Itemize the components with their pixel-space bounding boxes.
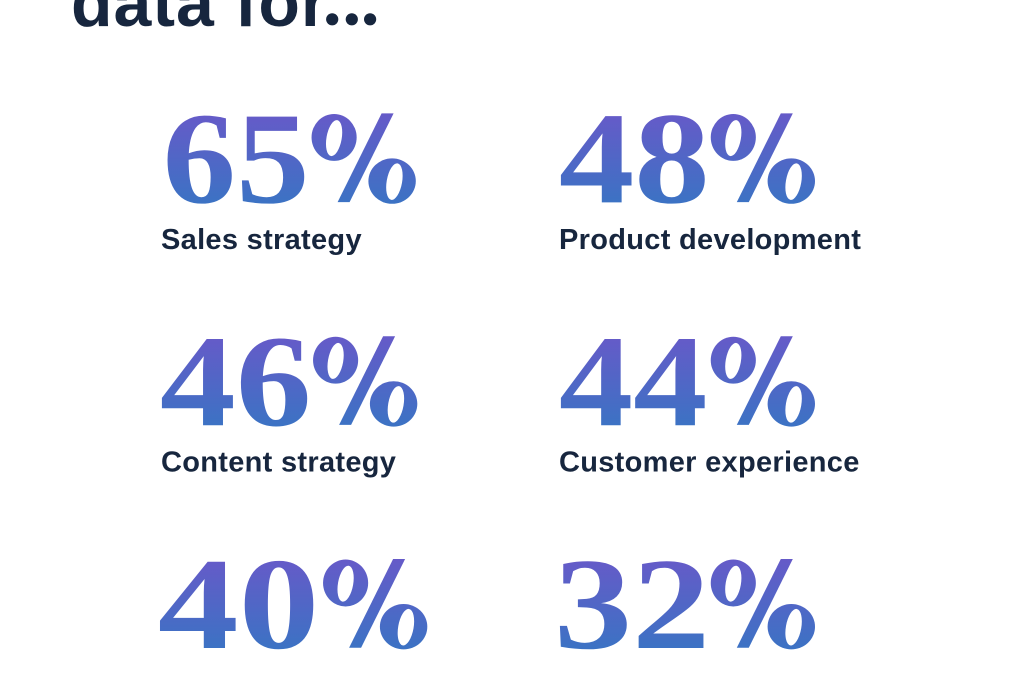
svg-text:40: 40 (158, 531, 320, 675)
svg-text:Product development: Product development (559, 224, 861, 256)
svg-text:Sales strategy: Sales strategy (161, 224, 362, 256)
svg-text:data for: data for (71, 0, 328, 41)
svg-text:46: 46 (160, 309, 312, 454)
svg-text:32: 32 (554, 533, 710, 675)
svg-text:48: 48 (559, 86, 710, 232)
svg-text:Content strategy: Content strategy (161, 447, 396, 479)
svg-text:Customer experience: Customer experience (559, 447, 860, 479)
svg-text:44: 44 (559, 309, 708, 454)
svg-text:65: 65 (163, 87, 310, 232)
